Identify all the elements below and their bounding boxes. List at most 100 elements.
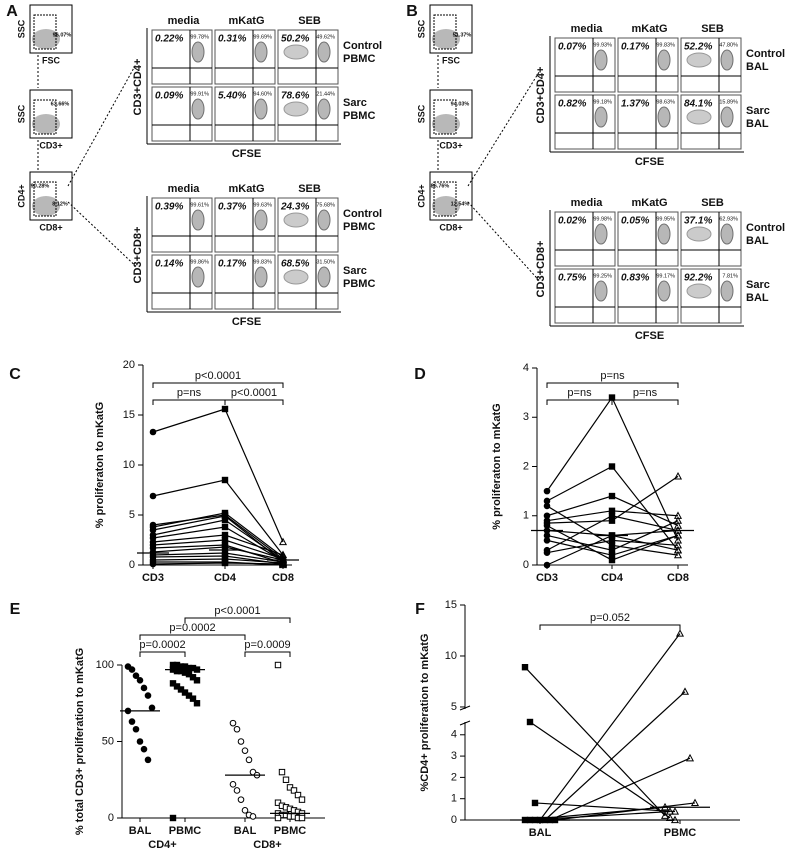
data-point <box>229 781 237 788</box>
data-point <box>229 719 237 727</box>
data-point <box>521 663 529 671</box>
label: PBMC <box>343 221 375 233</box>
label: 0.83% <box>621 273 649 284</box>
data-point <box>149 428 157 436</box>
label: SEB <box>701 23 724 35</box>
data-point <box>543 522 551 529</box>
label: CD4+ <box>16 184 26 207</box>
label: D <box>414 366 426 383</box>
label: BAL <box>234 825 257 837</box>
label: 10 <box>123 459 135 471</box>
label: 63.66% <box>51 101 70 107</box>
data-point <box>278 537 288 546</box>
label: A <box>6 3 18 20</box>
label: 49.62% <box>316 34 335 40</box>
label: CD4+ <box>148 839 176 851</box>
label: 0.37% <box>218 202 246 213</box>
data-point <box>221 476 229 484</box>
data-point <box>149 560 157 568</box>
label: 5.40% <box>218 91 246 102</box>
cell-cloud <box>254 209 268 231</box>
cell-cloud <box>191 209 205 231</box>
label: CD3+ <box>39 140 62 150</box>
data-point <box>136 677 144 684</box>
subject-line <box>549 757 691 821</box>
label: Control <box>343 40 382 52</box>
cell-cloud <box>191 266 205 288</box>
data-point <box>221 543 229 551</box>
label: 100 <box>96 659 114 671</box>
data-point <box>608 542 616 549</box>
label: BAL <box>746 292 769 304</box>
label: CD3+CD4+ <box>132 59 144 116</box>
data-point <box>132 725 140 733</box>
label: 99.83% <box>253 259 272 265</box>
label: p=0.052 <box>590 612 630 624</box>
subject-line <box>524 666 666 817</box>
cell-cloud <box>317 98 331 120</box>
label: Sarc <box>746 279 770 291</box>
label: CD3+ <box>439 140 462 150</box>
label: Control <box>746 222 785 234</box>
cell-cloud <box>686 52 712 68</box>
data-point <box>237 796 245 803</box>
label: 3 <box>451 750 457 762</box>
data-point <box>136 738 144 745</box>
label: 2 <box>523 460 529 472</box>
data-point <box>144 692 152 699</box>
data-point <box>140 745 148 753</box>
label: SEB <box>701 197 724 209</box>
label: 99.83% <box>656 42 675 48</box>
label: 0 <box>129 559 135 571</box>
label: CD3 <box>536 572 558 584</box>
label: 0.75% <box>558 273 586 284</box>
label: 68.5% <box>281 259 309 270</box>
label: 7.81% <box>722 273 738 279</box>
data-point <box>673 545 683 554</box>
label: 10 <box>445 650 457 662</box>
label: 3 <box>523 411 529 423</box>
data-point <box>298 814 306 822</box>
label: BAL <box>746 235 769 247</box>
cell-cloud <box>191 41 205 63</box>
data-point <box>531 799 539 807</box>
label: 0.22% <box>155 34 183 45</box>
label: p=ns <box>567 387 592 399</box>
data-point <box>144 756 152 764</box>
data-point <box>249 813 257 820</box>
label: mKatG <box>631 23 667 35</box>
data-point <box>673 516 683 524</box>
label: BAL <box>529 827 552 839</box>
label: 50.2% <box>281 34 309 45</box>
axis-break <box>459 705 471 711</box>
significance-bracket <box>546 382 679 388</box>
data-point <box>132 672 140 680</box>
label: 75.68% <box>316 202 335 208</box>
cell-cloud <box>32 114 60 134</box>
label: p<0.0001 <box>214 605 260 617</box>
label: PBMC <box>343 53 375 65</box>
data-point <box>543 561 551 569</box>
cell-cloud <box>686 109 712 125</box>
gate <box>33 181 57 217</box>
data-point <box>608 492 616 500</box>
gate-arrow <box>467 71 540 187</box>
label: SSC <box>416 104 426 123</box>
significance-bracket <box>224 399 284 405</box>
label: 86.76% <box>431 183 450 189</box>
label: 1 <box>523 510 529 522</box>
label: media <box>168 183 201 195</box>
data-point <box>543 502 551 510</box>
label: CFSE <box>232 148 261 160</box>
label: Control <box>343 208 382 220</box>
data-point <box>675 629 685 637</box>
label: SEB <box>298 183 321 195</box>
significance-bracket <box>184 617 291 623</box>
label: mKatG <box>631 197 667 209</box>
data-point <box>237 738 245 745</box>
label: Sarc <box>343 97 367 109</box>
significance-bracket <box>152 382 284 388</box>
gate-arrow <box>67 201 137 267</box>
label: 24.3% <box>280 202 309 213</box>
subject-line <box>529 810 671 821</box>
